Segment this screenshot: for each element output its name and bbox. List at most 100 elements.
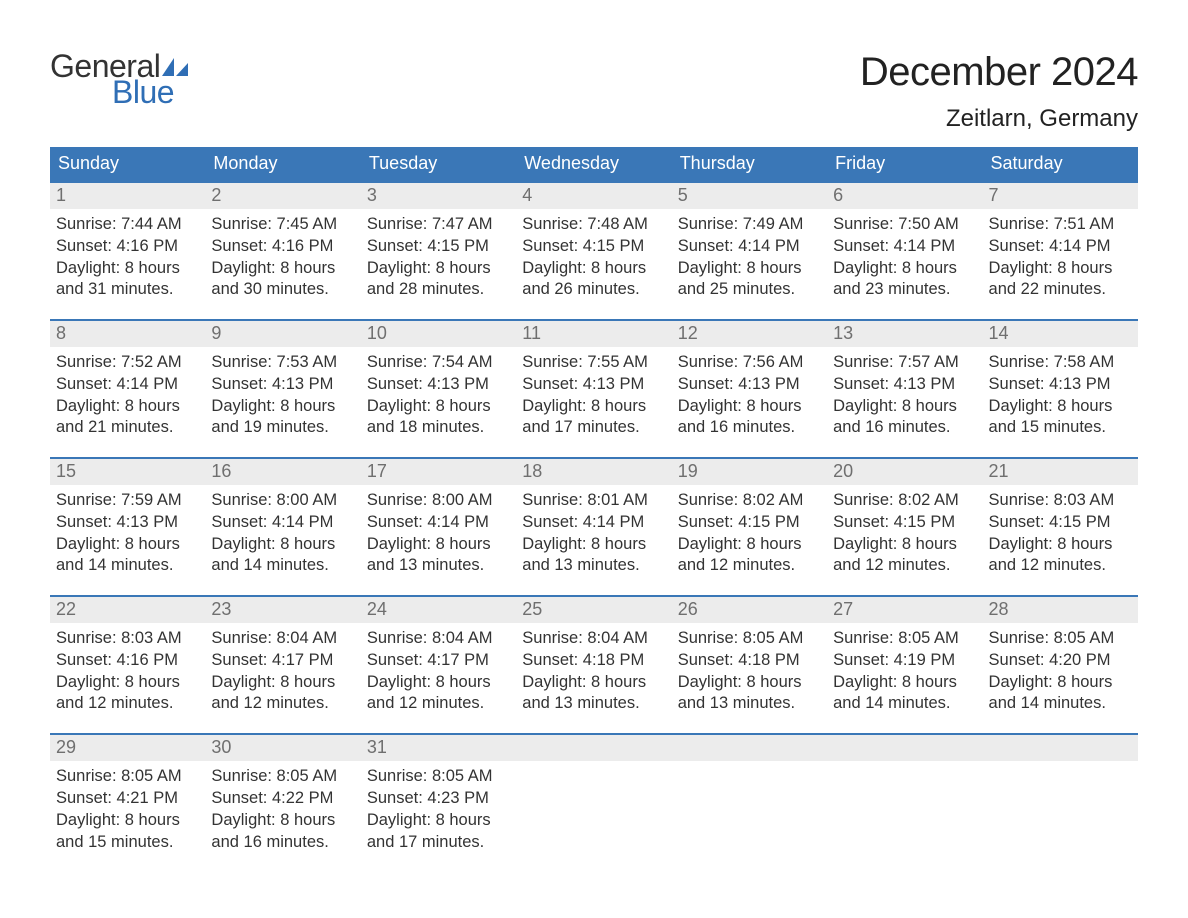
day-cell: 18Sunrise: 8:01 AMSunset: 4:14 PMDayligh… — [516, 459, 671, 581]
dow-cell: Thursday — [672, 147, 827, 181]
day-body: Sunrise: 7:53 AMSunset: 4:13 PMDaylight:… — [205, 347, 360, 443]
daylight-line-1: Daylight: 8 hours — [989, 534, 1132, 556]
sunrise-line: Sunrise: 7:59 AM — [56, 490, 199, 512]
daylight-line-1: Daylight: 8 hours — [522, 258, 665, 280]
daylight-line-1: Daylight: 8 hours — [989, 672, 1132, 694]
day-number: 1 — [50, 183, 205, 209]
daylight-line-2: and 14 minutes. — [989, 693, 1132, 715]
sunrise-line: Sunrise: 8:05 AM — [56, 766, 199, 788]
day-number: 30 — [205, 735, 360, 761]
week-row: 29Sunrise: 8:05 AMSunset: 4:21 PMDayligh… — [50, 733, 1138, 857]
daylight-line-2: and 21 minutes. — [56, 417, 199, 439]
dow-cell: Saturday — [983, 147, 1138, 181]
daylight-line-2: and 31 minutes. — [56, 279, 199, 301]
day-cell: 11Sunrise: 7:55 AMSunset: 4:13 PMDayligh… — [516, 321, 671, 443]
daylight-line-1: Daylight: 8 hours — [367, 672, 510, 694]
day-body: Sunrise: 8:02 AMSunset: 4:15 PMDaylight:… — [827, 485, 982, 581]
day-number: 27 — [827, 597, 982, 623]
sunset-line: Sunset: 4:13 PM — [989, 374, 1132, 396]
day-cell: 9Sunrise: 7:53 AMSunset: 4:13 PMDaylight… — [205, 321, 360, 443]
day-body: Sunrise: 7:44 AMSunset: 4:16 PMDaylight:… — [50, 209, 205, 305]
sunrise-line: Sunrise: 8:05 AM — [678, 628, 821, 650]
sunset-line: Sunset: 4:17 PM — [211, 650, 354, 672]
day-number: 7 — [983, 183, 1138, 209]
day-body: Sunrise: 7:56 AMSunset: 4:13 PMDaylight:… — [672, 347, 827, 443]
sunset-line: Sunset: 4:13 PM — [678, 374, 821, 396]
day-body: Sunrise: 8:05 AMSunset: 4:19 PMDaylight:… — [827, 623, 982, 719]
daylight-line-1: Daylight: 8 hours — [211, 672, 354, 694]
day-body: Sunrise: 8:04 AMSunset: 4:18 PMDaylight:… — [516, 623, 671, 719]
day-body: Sunrise: 7:58 AMSunset: 4:13 PMDaylight:… — [983, 347, 1138, 443]
day-cell: 3Sunrise: 7:47 AMSunset: 4:15 PMDaylight… — [361, 183, 516, 305]
daylight-line-2: and 30 minutes. — [211, 279, 354, 301]
day-body: Sunrise: 7:54 AMSunset: 4:13 PMDaylight:… — [361, 347, 516, 443]
day-cell: 14Sunrise: 7:58 AMSunset: 4:13 PMDayligh… — [983, 321, 1138, 443]
sunset-line: Sunset: 4:13 PM — [211, 374, 354, 396]
day-cell: 20Sunrise: 8:02 AMSunset: 4:15 PMDayligh… — [827, 459, 982, 581]
daylight-line-1: Daylight: 8 hours — [522, 396, 665, 418]
sunset-line: Sunset: 4:23 PM — [367, 788, 510, 810]
sunset-line: Sunset: 4:13 PM — [833, 374, 976, 396]
sunrise-line: Sunrise: 7:48 AM — [522, 214, 665, 236]
day-cell: 2Sunrise: 7:45 AMSunset: 4:16 PMDaylight… — [205, 183, 360, 305]
daylight-line-1: Daylight: 8 hours — [56, 396, 199, 418]
sunrise-line: Sunrise: 8:02 AM — [833, 490, 976, 512]
daylight-line-2: and 19 minutes. — [211, 417, 354, 439]
daylight-line-2: and 14 minutes. — [56, 555, 199, 577]
daylight-line-1: Daylight: 8 hours — [833, 396, 976, 418]
day-cell — [983, 735, 1138, 857]
daylight-line-2: and 16 minutes. — [833, 417, 976, 439]
sunset-line: Sunset: 4:16 PM — [56, 650, 199, 672]
daylight-line-1: Daylight: 8 hours — [367, 534, 510, 556]
daylight-line-2: and 12 minutes. — [56, 693, 199, 715]
daylight-line-1: Daylight: 8 hours — [56, 810, 199, 832]
day-number: 6 — [827, 183, 982, 209]
daylight-line-2: and 16 minutes. — [678, 417, 821, 439]
daylight-line-1: Daylight: 8 hours — [522, 534, 665, 556]
day-body: Sunrise: 7:52 AMSunset: 4:14 PMDaylight:… — [50, 347, 205, 443]
daylight-line-1: Daylight: 8 hours — [678, 396, 821, 418]
day-cell: 5Sunrise: 7:49 AMSunset: 4:14 PMDaylight… — [672, 183, 827, 305]
sunrise-line: Sunrise: 8:02 AM — [678, 490, 821, 512]
weeks-container: 1Sunrise: 7:44 AMSunset: 4:16 PMDaylight… — [50, 181, 1138, 857]
day-number: 13 — [827, 321, 982, 347]
calendar: SundayMondayTuesdayWednesdayThursdayFrid… — [50, 147, 1138, 857]
sunrise-line: Sunrise: 7:44 AM — [56, 214, 199, 236]
day-cell: 28Sunrise: 8:05 AMSunset: 4:20 PMDayligh… — [983, 597, 1138, 719]
sunrise-line: Sunrise: 7:57 AM — [833, 352, 976, 374]
daylight-line-1: Daylight: 8 hours — [56, 672, 199, 694]
sunset-line: Sunset: 4:15 PM — [678, 512, 821, 534]
day-cell: 22Sunrise: 8:03 AMSunset: 4:16 PMDayligh… — [50, 597, 205, 719]
sunrise-line: Sunrise: 7:45 AM — [211, 214, 354, 236]
sunrise-line: Sunrise: 8:04 AM — [367, 628, 510, 650]
daylight-line-2: and 14 minutes. — [833, 693, 976, 715]
daylight-line-1: Daylight: 8 hours — [367, 810, 510, 832]
sunset-line: Sunset: 4:15 PM — [367, 236, 510, 258]
sunrise-line: Sunrise: 7:47 AM — [367, 214, 510, 236]
sunset-line: Sunset: 4:14 PM — [678, 236, 821, 258]
daylight-line-2: and 12 minutes. — [678, 555, 821, 577]
day-number: 23 — [205, 597, 360, 623]
sunrise-line: Sunrise: 7:49 AM — [678, 214, 821, 236]
sunrise-line: Sunrise: 7:51 AM — [989, 214, 1132, 236]
day-body: Sunrise: 8:00 AMSunset: 4:14 PMDaylight:… — [361, 485, 516, 581]
daylight-line-1: Daylight: 8 hours — [678, 534, 821, 556]
day-of-week-header: SundayMondayTuesdayWednesdayThursdayFrid… — [50, 147, 1138, 181]
sunrise-line: Sunrise: 7:50 AM — [833, 214, 976, 236]
dow-cell: Friday — [827, 147, 982, 181]
day-body: Sunrise: 7:47 AMSunset: 4:15 PMDaylight:… — [361, 209, 516, 305]
dow-cell: Monday — [205, 147, 360, 181]
day-body: Sunrise: 7:55 AMSunset: 4:13 PMDaylight:… — [516, 347, 671, 443]
day-cell: 26Sunrise: 8:05 AMSunset: 4:18 PMDayligh… — [672, 597, 827, 719]
sunrise-line: Sunrise: 8:04 AM — [211, 628, 354, 650]
day-cell: 30Sunrise: 8:05 AMSunset: 4:22 PMDayligh… — [205, 735, 360, 857]
daylight-line-2: and 22 minutes. — [989, 279, 1132, 301]
day-number: 19 — [672, 459, 827, 485]
empty-day — [983, 735, 1138, 761]
day-cell: 4Sunrise: 7:48 AMSunset: 4:15 PMDaylight… — [516, 183, 671, 305]
day-cell: 12Sunrise: 7:56 AMSunset: 4:13 PMDayligh… — [672, 321, 827, 443]
daylight-line-2: and 15 minutes. — [989, 417, 1132, 439]
sunset-line: Sunset: 4:14 PM — [211, 512, 354, 534]
sunset-line: Sunset: 4:14 PM — [56, 374, 199, 396]
sunset-line: Sunset: 4:20 PM — [989, 650, 1132, 672]
